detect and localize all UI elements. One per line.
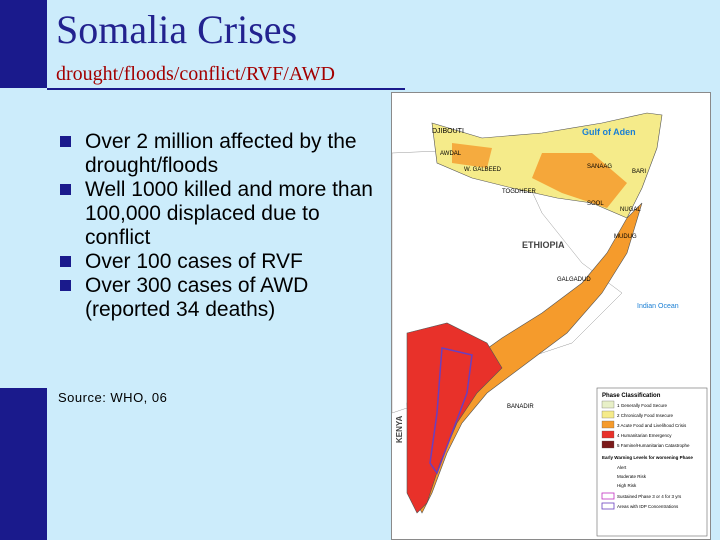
legend-title: Phase Classification xyxy=(602,393,661,399)
bullet-square-icon xyxy=(60,256,71,267)
legend-warning-item: High Risk xyxy=(617,483,637,488)
legend-warning-item: Moderate Risk xyxy=(617,474,647,479)
legend-item: 5 Famine/Humanitarian Catastrophe xyxy=(617,443,690,448)
map-label-ethiopia: ETHIOPIA xyxy=(522,240,565,250)
map-label-gulf: Gulf of Aden xyxy=(582,127,636,137)
legend-item: 2 Chronically Food Insecure xyxy=(617,413,674,418)
map-label-nugal: NUGAL xyxy=(620,207,641,213)
map-label-indian-ocean: Indian Ocean xyxy=(637,303,679,310)
map-label-sanaag: SANAAG xyxy=(587,164,612,170)
map-label-galgadud: GALGADUD xyxy=(557,277,591,283)
bullet-text: Over 2 million affected by the drought/f… xyxy=(85,130,357,177)
slide-title: Somalia Crises xyxy=(56,7,298,52)
southern-emergency-shape xyxy=(406,322,503,514)
map-graphic: DJIBOUTI Gulf of Aden ETHIOPIA Indian Oc… xyxy=(392,93,710,539)
legend-extra-item: Areas with IDP Concentrations xyxy=(617,504,679,509)
map-label-bari: BARI xyxy=(632,169,646,175)
legend-warning-item: Alert xyxy=(617,465,627,470)
map-label-djibouti: DJIBOUTI xyxy=(432,128,464,135)
left-accent-gap xyxy=(0,88,47,388)
map-legend: Phase Classification 1 Generally Food Se… xyxy=(596,387,708,537)
map-label-mudug: MUDUG xyxy=(614,234,637,240)
map-label-kenya: KENYA xyxy=(395,416,404,443)
bullet-item: Over 2 million affected by the drought/f… xyxy=(58,130,378,178)
map-label-togdheer: TOGDHEER xyxy=(502,189,537,195)
bullet-list: Over 2 million affected by the drought/f… xyxy=(58,130,378,322)
somalia-map: DJIBOUTI Gulf of Aden ETHIOPIA Indian Oc… xyxy=(391,92,711,540)
legend-item: 3 Acute Food and Livelihood Crisis xyxy=(617,423,687,428)
source-note: Source: WHO, 06 xyxy=(58,390,168,405)
legend-item: 1 Generally Food Secure xyxy=(617,403,668,408)
bullet-square-icon xyxy=(60,184,71,195)
bullet-text: Well 1000 killed and more than 100,000 d… xyxy=(85,178,373,249)
map-label-sool: SOOL xyxy=(587,201,604,207)
title-rule xyxy=(47,88,405,90)
bullet-text: Over 300 cases of AWD (reported 34 death… xyxy=(85,274,309,321)
bullet-item: Over 300 cases of AWD (reported 34 death… xyxy=(58,274,378,322)
bullet-item: Over 100 cases of RVF xyxy=(58,250,378,274)
legend-warning-title: Early Warning Levels for worsening Phase xyxy=(602,455,693,460)
map-label-awdal: AWDAL xyxy=(440,151,462,157)
map-label-banadir: BANADIR xyxy=(507,404,534,410)
legend-item: 4 Humanitarian Emergency xyxy=(617,433,672,438)
bullet-square-icon xyxy=(60,136,71,147)
slide-subtitle: drought/floods/conflict/RVF/AWD xyxy=(56,63,335,85)
bullet-text: Over 100 cases of RVF xyxy=(85,250,303,273)
legend-extra-item: Sustained Phase 3 or 4 for 3 yrs xyxy=(617,494,682,499)
map-label-w-galbeed: W. GALBEED xyxy=(464,167,502,173)
bullet-square-icon xyxy=(60,280,71,291)
bullet-item: Well 1000 killed and more than 100,000 d… xyxy=(58,178,378,250)
